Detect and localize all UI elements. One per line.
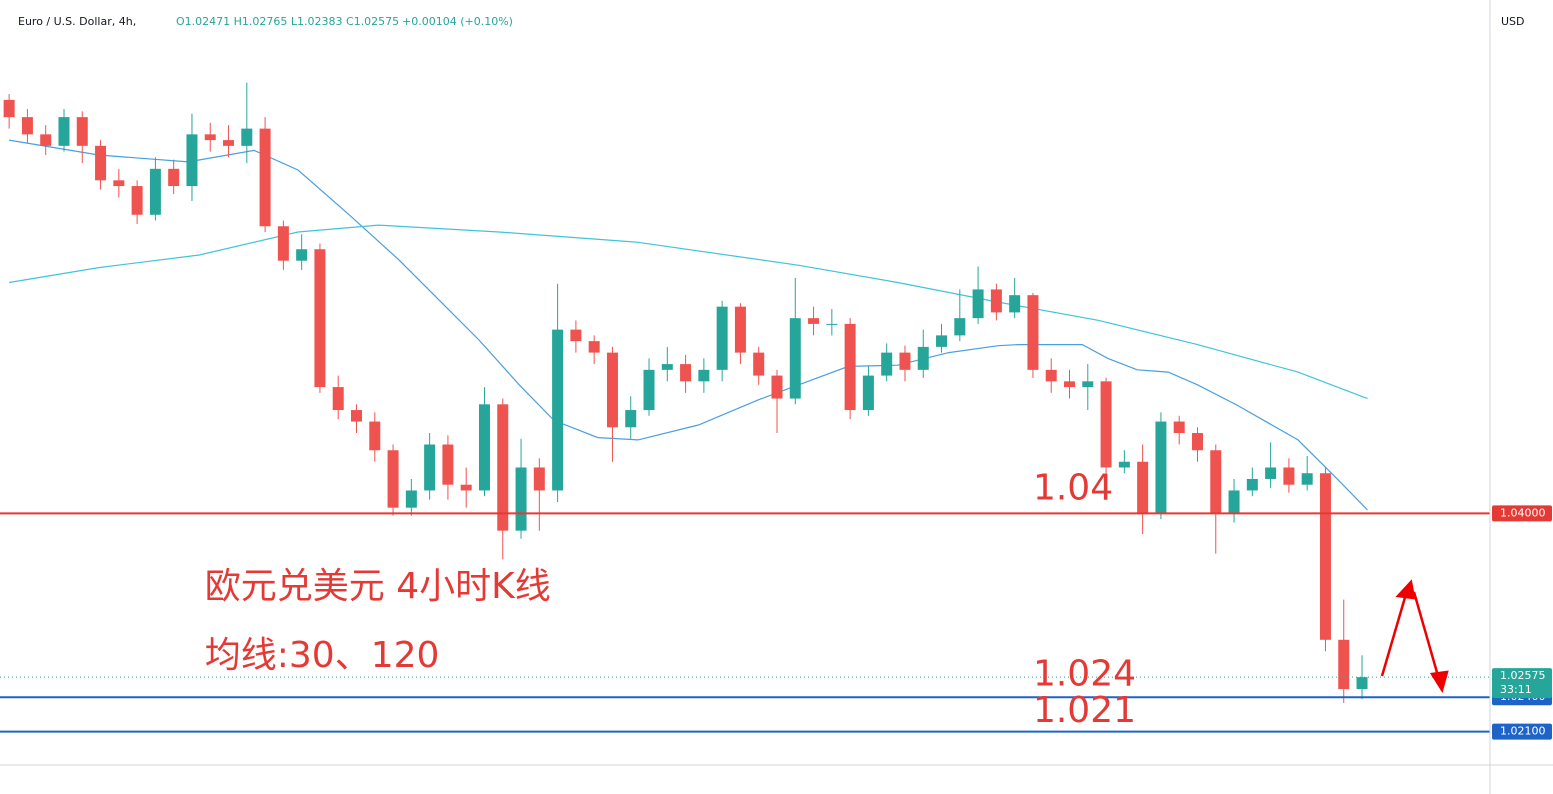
candle-body <box>1045 369 1057 382</box>
candle-body <box>168 168 180 187</box>
candle-body <box>1246 478 1258 491</box>
candle-body <box>460 484 472 491</box>
candle-body <box>1100 381 1112 468</box>
candle-body <box>1082 381 1094 388</box>
candle-body <box>369 421 381 451</box>
candle-body <box>1265 467 1277 479</box>
candle-body <box>826 323 838 325</box>
candle-body <box>515 467 527 531</box>
price-badge-label: 1.04000 <box>1500 506 1546 519</box>
annotation: 1.04 <box>1033 467 1113 508</box>
candle-body <box>478 404 490 491</box>
candle-body <box>844 323 856 411</box>
candle-body <box>588 341 600 353</box>
arrow-head <box>1395 579 1416 600</box>
candle-body <box>1301 473 1313 485</box>
candle-body <box>3 99 15 118</box>
candle-body <box>442 444 454 485</box>
ma-line <box>9 224 1368 400</box>
arrow-down <box>1412 591 1440 677</box>
candle-body <box>259 128 271 227</box>
candle-body <box>954 318 966 336</box>
price-badge <box>1492 505 1552 522</box>
annotation: 1.021 <box>1033 690 1136 731</box>
candle-body <box>1210 450 1222 514</box>
candle-body <box>917 346 929 370</box>
candle-body <box>186 134 198 187</box>
arrow-head <box>1429 670 1449 694</box>
candle-body <box>1338 639 1350 690</box>
candle-body <box>643 369 655 411</box>
candle-body <box>862 375 874 411</box>
annotation: 欧元兑美元 4小时K线 <box>205 566 551 607</box>
candle-body <box>771 375 783 399</box>
candle-body <box>1137 461 1149 514</box>
candle-body <box>899 352 911 370</box>
candle-body <box>1283 467 1295 485</box>
candle-body <box>314 249 326 388</box>
candle-body <box>332 387 344 411</box>
candle-body <box>972 289 984 319</box>
candle-body <box>789 318 801 399</box>
candle-body <box>76 117 88 146</box>
candle-body <box>753 352 765 376</box>
candle-body <box>1228 490 1240 514</box>
candle-body <box>661 364 673 370</box>
candle-body <box>1118 461 1130 468</box>
candle-body <box>351 410 363 422</box>
candle-body <box>241 128 253 146</box>
arrows <box>1380 579 1449 694</box>
candle-body <box>296 249 308 261</box>
candle-body <box>1191 433 1203 451</box>
candle-body <box>936 335 948 347</box>
candle-body <box>149 168 161 215</box>
countdown: 33:11 <box>1500 683 1532 696</box>
candle-body <box>58 117 70 146</box>
candle-body <box>533 467 545 491</box>
last-price-label: 1.02575 <box>1500 669 1546 682</box>
candle-body <box>277 226 289 261</box>
candle-body <box>40 134 52 146</box>
annotation: 均线:30、120 <box>205 635 440 676</box>
last-price-badge <box>1492 668 1552 699</box>
currency: USD <box>1501 15 1525 28</box>
candle-body <box>1155 421 1167 514</box>
candle-body <box>570 329 582 342</box>
candle-body <box>95 145 107 181</box>
candle-body <box>808 318 820 324</box>
candle-body <box>405 490 417 508</box>
candle-body <box>1173 421 1185 434</box>
candle-body <box>552 329 564 491</box>
candle-body <box>424 444 436 491</box>
price-badge <box>1492 723 1552 740</box>
candle-body <box>1064 381 1076 388</box>
change: +0.00104 (+0.10%) <box>402 15 513 28</box>
candle-body <box>113 180 125 187</box>
ma-line <box>9 139 1368 511</box>
candle-body <box>606 352 618 428</box>
price-badge-label: 1.02100 <box>1500 725 1546 738</box>
candle-body <box>204 134 216 141</box>
candle-body <box>716 306 728 370</box>
candle-body <box>625 410 637 428</box>
candle-body <box>223 140 235 146</box>
candle-body <box>131 186 143 215</box>
candle-body <box>881 352 893 376</box>
candle-body <box>1009 295 1021 313</box>
candle-body <box>680 364 692 382</box>
arrow-up <box>1380 593 1408 677</box>
symbol: Euro / U.S. Dollar, 4h, <box>18 15 136 28</box>
candle-body <box>1027 295 1039 370</box>
candle-body <box>387 450 399 508</box>
candle-body <box>698 369 710 382</box>
candle-body <box>1319 473 1331 640</box>
candle-body <box>21 117 33 135</box>
ohlc: O1.02471 H1.02765 L1.02383 C1.02575 <box>176 15 399 28</box>
candle-body <box>734 306 746 353</box>
candle-body <box>497 404 509 531</box>
candle-body <box>1356 677 1368 690</box>
annotation: 1.024 <box>1033 653 1136 694</box>
candle-body <box>990 289 1002 313</box>
